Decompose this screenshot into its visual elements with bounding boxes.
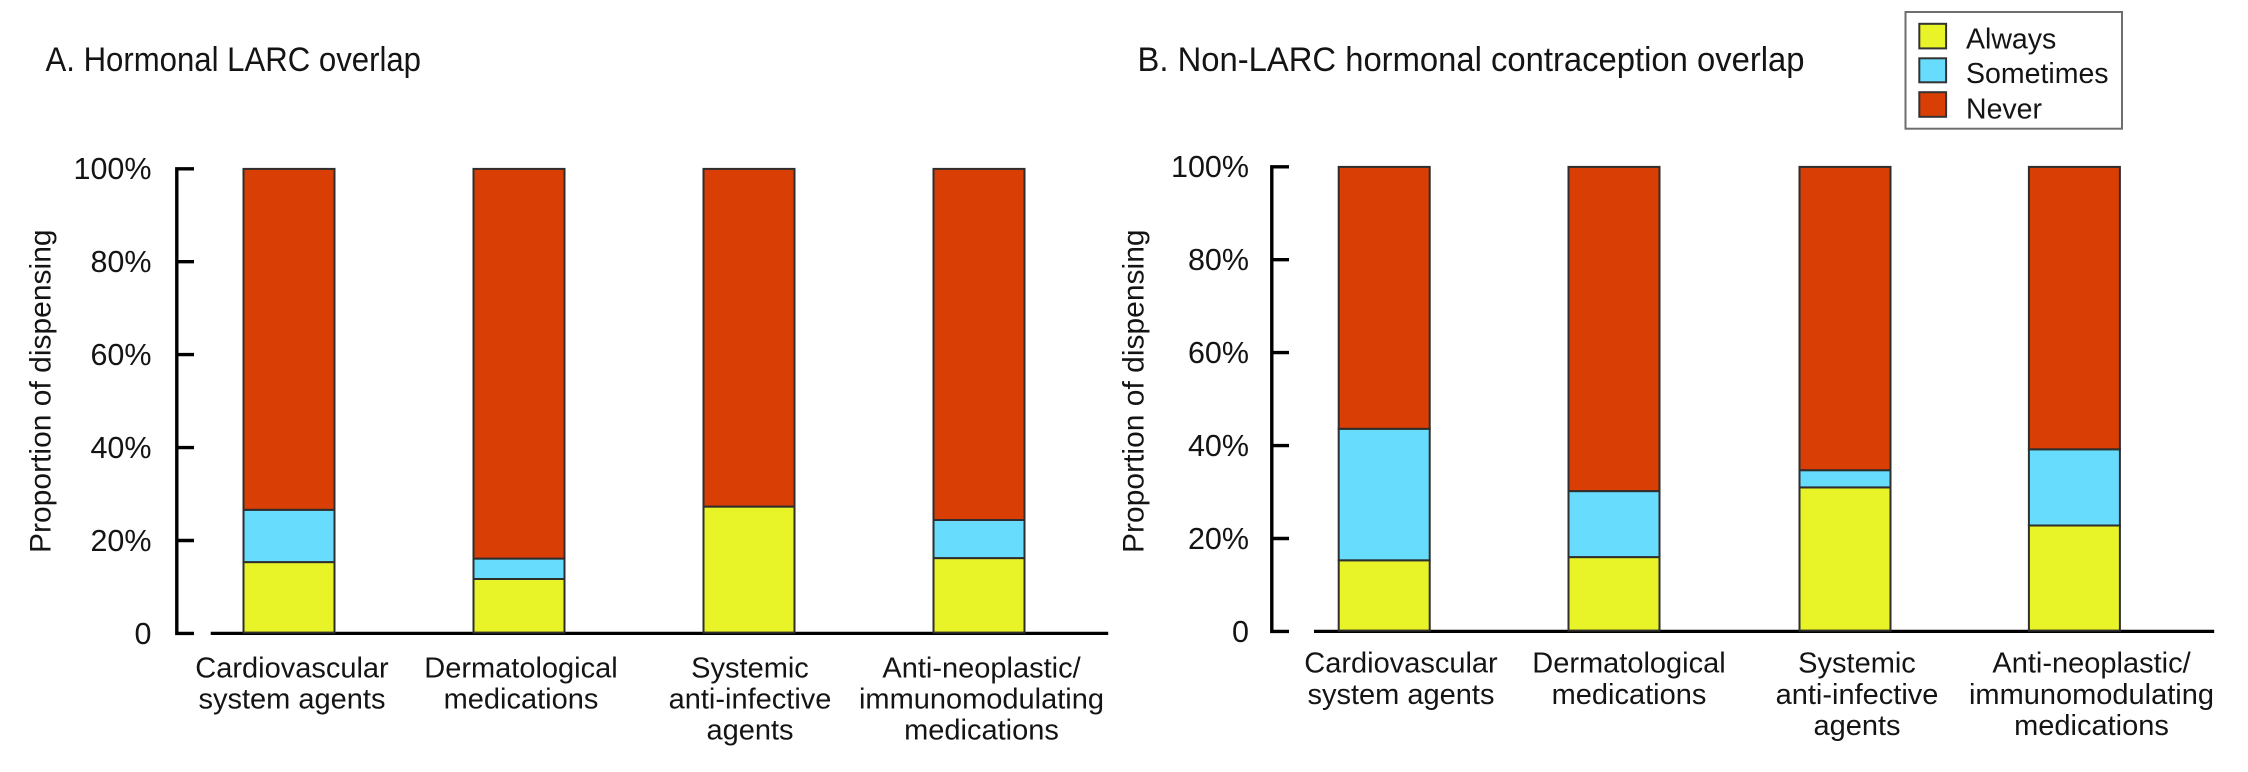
svg-text:Systemic: Systemic	[691, 652, 809, 684]
svg-text:Sometimes: Sometimes	[1966, 58, 2109, 90]
svg-text:medications: medications	[444, 684, 599, 716]
svg-text:medications: medications	[2014, 710, 2169, 742]
svg-text:Cardiovascular: Cardiovascular	[1304, 648, 1498, 680]
svg-text:system agents: system agents	[1308, 679, 1495, 711]
svg-text:80%: 80%	[90, 245, 151, 279]
svg-text:40%: 40%	[1188, 429, 1249, 463]
svg-text:60%: 60%	[90, 338, 151, 372]
svg-text:Anti-neoplastic/: Anti-neoplastic/	[1992, 648, 2191, 680]
svg-text:immunomodulating: immunomodulating	[1969, 679, 2214, 711]
svg-text:Never: Never	[1966, 94, 2043, 126]
svg-text:Anti-neoplastic/: Anti-neoplastic/	[882, 652, 1081, 684]
svg-text:agents: agents	[706, 715, 793, 747]
svg-text:40%: 40%	[90, 431, 151, 465]
svg-text:0: 0	[1232, 615, 1249, 649]
svg-text:immunomodulating: immunomodulating	[859, 684, 1104, 716]
svg-text:medications: medications	[904, 715, 1059, 747]
svg-text:0: 0	[135, 617, 152, 651]
svg-text:Dermatological: Dermatological	[424, 652, 617, 684]
svg-text:20%: 20%	[1188, 522, 1249, 556]
svg-text:20%: 20%	[90, 524, 151, 558]
svg-text:A. Hormonal LARC overlap: A. Hormonal LARC overlap	[46, 41, 422, 79]
svg-text:80%: 80%	[1188, 243, 1249, 277]
svg-text:Dermatological: Dermatological	[1532, 648, 1725, 680]
svg-text:Proportion of dispensing: Proportion of dispensing	[25, 229, 58, 553]
svg-text:Systemic: Systemic	[1798, 648, 1916, 680]
svg-text:Always: Always	[1966, 23, 2056, 55]
svg-text:60%: 60%	[1188, 336, 1249, 370]
svg-text:anti-infective: anti-infective	[1776, 679, 1939, 711]
svg-text:100%: 100%	[1171, 150, 1249, 184]
svg-text:medications: medications	[1552, 679, 1707, 711]
svg-text:Proportion of dispensing: Proportion of dispensing	[1118, 229, 1151, 553]
svg-text:Cardiovascular: Cardiovascular	[195, 652, 389, 684]
svg-text:100%: 100%	[73, 152, 151, 186]
svg-text:agents: agents	[1813, 710, 1900, 742]
svg-text:anti-infective: anti-infective	[669, 684, 832, 716]
svg-text:system agents: system agents	[199, 684, 386, 716]
svg-text:B. Non-LARC hormonal contracep: B. Non-LARC hormonal contraception overl…	[1138, 41, 1805, 79]
